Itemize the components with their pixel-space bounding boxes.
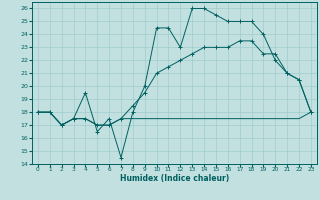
X-axis label: Humidex (Indice chaleur): Humidex (Indice chaleur): [120, 174, 229, 183]
